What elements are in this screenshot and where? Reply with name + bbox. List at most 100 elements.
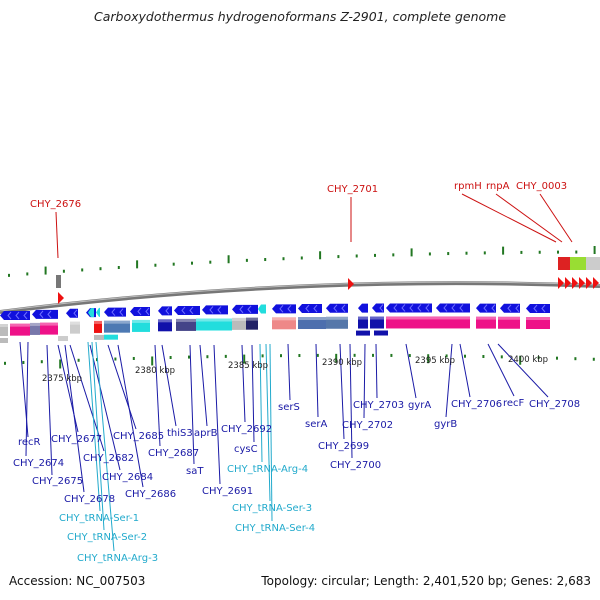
- gene-track: [0, 257, 600, 343]
- leader-line-blue: [487, 343, 515, 397]
- gene-arrow: [372, 303, 384, 313]
- gene-arrow: [174, 305, 200, 315]
- label-gyra: gyrA: [408, 400, 431, 411]
- gene-arrow-stripe: [181, 306, 186, 315]
- label-rnpa: rnpA: [486, 181, 510, 192]
- leader-line-blue: [161, 344, 177, 427]
- upper-tick: [172, 262, 175, 266]
- feature-block: [476, 316, 496, 329]
- label-chy-2706: CHY_2706: [451, 399, 502, 410]
- feature-block-highlight: [326, 316, 348, 320]
- red-arrow: [586, 277, 592, 289]
- feature-block-highlight: [246, 317, 258, 321]
- gene-arrow-stripe: [379, 304, 384, 312]
- feature-block: [246, 317, 258, 330]
- gene-arrow-stripe: [313, 304, 318, 313]
- upper-tick: [191, 261, 193, 265]
- gene-arrow-stripe: [239, 305, 244, 314]
- upper-tick: [8, 273, 10, 277]
- gene-arrow-stripe: [491, 304, 496, 312]
- gene-arrow-stripe: [507, 304, 512, 313]
- leader-line-blue: [241, 344, 246, 423]
- upper-tick: [117, 266, 120, 270]
- gene-arrow-stripe: [401, 304, 406, 312]
- leader-line-blue: [199, 344, 208, 427]
- upper-tick: [245, 258, 248, 262]
- gene-arrow-stripe: [393, 304, 398, 312]
- gene-arrow-stripe: [443, 304, 448, 312]
- gene-arrow: [130, 306, 150, 316]
- leader-line-red: [539, 193, 573, 243]
- leader-line-blue: [315, 343, 319, 418]
- kbp-label-2380: 2380 kbp: [135, 366, 175, 376]
- label-chy-2687: CHY_2687: [148, 448, 199, 459]
- trna-arrow: [258, 304, 266, 314]
- label-recr: recR: [18, 437, 41, 448]
- upper-tick: [44, 266, 47, 275]
- feature-block: [132, 319, 150, 332]
- kbp-label-2375: 2375 kbp: [42, 374, 82, 384]
- label-this3: thiS3: [167, 428, 193, 439]
- gene-arrow-stripe: [111, 308, 116, 316]
- feature-block: [358, 316, 368, 329]
- lower-tick: [22, 360, 25, 364]
- leader-line-blue: [117, 344, 144, 488]
- red-label-group: CHY_2676 CHY_2701 rpmH rnpA CHY_0003: [30, 181, 567, 210]
- feature-block-highlight: [132, 319, 150, 323]
- upper-tick: [410, 248, 413, 257]
- leader-line-blue: [251, 344, 255, 443]
- gene-arrow: [436, 303, 470, 313]
- kbp-label-2390: 2390 kbp: [322, 358, 362, 368]
- feature-block: [70, 321, 80, 334]
- lower-tick: [408, 354, 411, 358]
- lower-tick: [335, 353, 338, 363]
- gene-arrow-stripe: [287, 304, 292, 313]
- label-chy-2677: CHY_2677: [51, 434, 102, 445]
- feature-block-lower: [58, 336, 68, 342]
- lower-tick: [556, 356, 558, 360]
- label-gyrb: gyrB: [434, 419, 457, 430]
- leader-line-cyan: [265, 343, 271, 502]
- gene-label-group: recR CHY_2674 CHY_2675 CHY_2677 CHY_2678…: [13, 398, 580, 505]
- label-trna-ser-3: CHY_tRNA-Ser-3: [232, 503, 312, 514]
- label-rpmh: rpmH: [454, 181, 482, 192]
- feature-block: [526, 317, 550, 330]
- lower-tick: [500, 355, 503, 359]
- lower-tick: [77, 358, 80, 362]
- gene-arrow-stripe: [23, 311, 28, 320]
- leader-line-red: [55, 211, 59, 259]
- feature-block-highlight: [40, 322, 58, 326]
- red-arrow: [579, 277, 585, 289]
- lower-tick: [298, 354, 301, 358]
- label-trna-ser-1: CHY_tRNA-Ser-1: [59, 513, 139, 524]
- trna-label-group: CHY_tRNA-Ser-1 CHY_tRNA-Ser-2 CHY_tRNA-A…: [59, 464, 315, 564]
- feature-block-highlight: [70, 321, 80, 325]
- leader-line-red: [495, 193, 563, 243]
- upper-tick: [209, 260, 212, 264]
- upper-tick: [282, 257, 285, 261]
- lower-tick: [169, 356, 172, 360]
- upper-tick: [465, 251, 468, 255]
- leader-line-blue: [349, 343, 353, 459]
- label-chy-2692: CHY_2692: [221, 424, 272, 435]
- gene-arrow-stripe: [483, 304, 488, 312]
- label-trna-ser-4: CHY_tRNA-Ser-4: [235, 523, 315, 534]
- leader-line-blue: [405, 343, 417, 399]
- upper-tick: [374, 253, 376, 257]
- lower-tick: [4, 361, 6, 365]
- lower-tick: [592, 357, 595, 361]
- upper-tick: [81, 268, 84, 272]
- feature-block: [176, 318, 196, 331]
- label-cysc: cysC: [234, 444, 258, 455]
- lower-tick: [482, 355, 485, 359]
- label-chy-0003: CHY_0003: [516, 181, 567, 192]
- gene-arrow-stripe: [515, 304, 520, 313]
- label-sat: saT: [186, 466, 204, 477]
- gene-arrow-stripe: [459, 304, 464, 312]
- gene-arrow: [298, 304, 322, 314]
- gene-arrow: [358, 303, 368, 313]
- chromosome-arc: [0, 281, 600, 314]
- lower-tick: [132, 356, 135, 360]
- leader-line-cyan: [95, 341, 115, 552]
